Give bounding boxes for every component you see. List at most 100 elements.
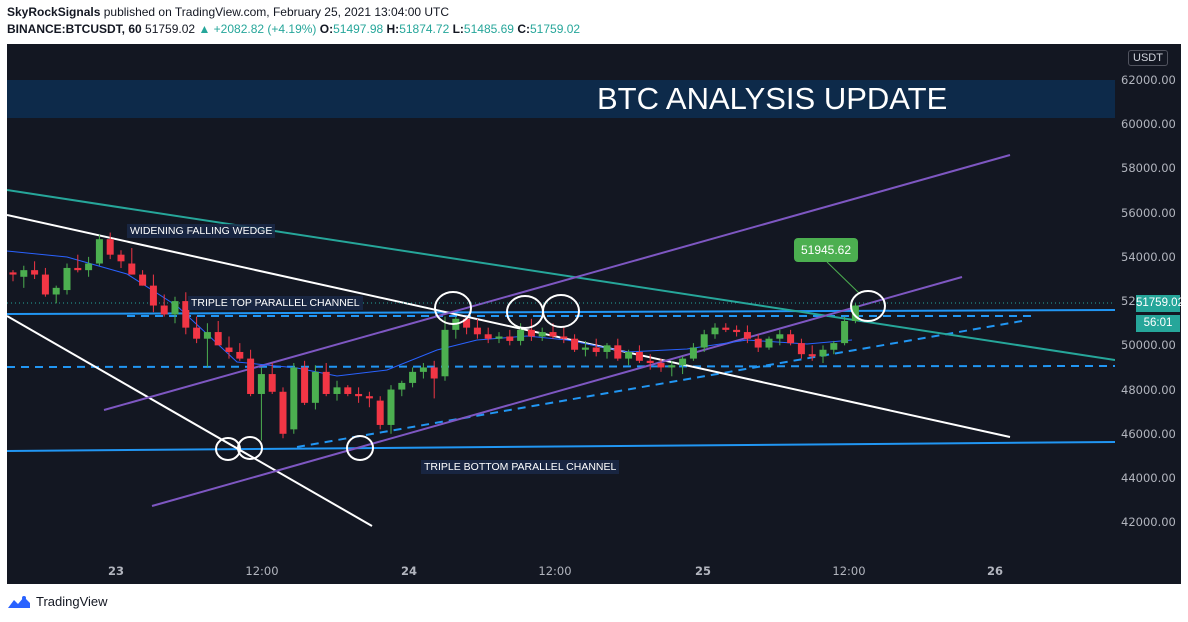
publish-info: SkyRockSignals published on TradingView.… [7,5,449,19]
candle-body [225,347,233,352]
time-tick: 12:00 [832,564,866,578]
candle-body [20,270,28,277]
time-tick: 25 [694,564,712,578]
candle-body [722,327,730,330]
chart-panel[interactable]: BTC ANALYSIS UPDATE WIDENING FALLING WED… [7,44,1115,556]
brand-name: TradingView [36,594,108,609]
candle-body [322,371,330,394]
wedge-lower-line [7,315,373,527]
candle-body [257,374,265,394]
triple-bottom-label: TRIPLE BOTTOM PARALLEL CHANNEL [421,460,620,474]
right-margin [1181,44,1188,584]
candle-body [581,347,589,350]
candle-body [495,336,503,339]
symbol-name: BINANCE:BTCUSDT, 60 [7,22,142,36]
triple-top-line [7,309,1115,315]
candle-body [592,347,600,352]
candle-body [41,274,49,295]
candle-body [139,274,147,286]
candle-body [571,338,579,350]
candle-body [182,301,190,328]
candle-body [506,336,514,341]
highlight-circle [215,437,241,461]
candle-body [74,267,82,271]
price-tick: 56000.00 [1121,205,1176,220]
candlestick-series [9,232,859,441]
price-tick: 46000.00 [1121,426,1176,441]
candle-body [203,332,211,339]
time-axis[interactable]: 23 12:00 24 12:00 25 12:00 26 [7,556,1181,584]
candle-body [63,267,71,291]
candle-body [808,354,816,357]
price-chart[interactable] [7,44,1115,556]
close-label: C: [517,22,530,36]
footer-brand[interactable]: TradingView [7,594,108,609]
candle-body [106,239,114,255]
candle-body [733,329,741,333]
time-tick: 12:00 [538,564,572,578]
candle-body [646,360,654,364]
published-text: published on TradingView.com, February 2… [103,5,450,19]
candle-body [430,367,438,379]
low-label: L: [452,22,464,36]
current-price-label: 51759.02 [1136,295,1184,312]
high-value: 51874.72 [399,22,450,36]
candle-body [625,351,633,359]
candle-body [355,393,363,397]
candle-body [635,351,643,361]
dashed-mid-line [7,365,1115,368]
dashed-rising-line [296,320,1023,448]
candle-body [247,358,255,394]
candle-body [614,345,622,359]
low-value: 51485.69 [463,22,514,36]
high-label: H: [386,22,400,36]
candle-body [290,367,298,430]
candle-body [171,301,179,315]
candle-body [560,336,568,339]
highlight-circle [850,290,886,322]
candle-body [31,270,39,275]
purple-upper-line [103,154,1011,411]
candle-body [603,345,611,352]
purple-lower-line [151,276,963,507]
candle-body [463,318,471,328]
candle-body [668,365,676,368]
price-tick: 44000.00 [1121,471,1176,485]
wedge-upper-line [7,189,1115,361]
symbol-info: BINANCE:BTCUSDT, 60 51759.02 ▲ +2082.82 … [7,22,580,36]
highlight-circle [237,436,263,460]
candle-body [743,332,751,339]
candle-body [441,329,449,377]
triple-bottom-line [7,441,1115,452]
candle-body [549,332,557,337]
candle-body [711,327,719,335]
candle-body [95,239,103,264]
candle-body [473,327,481,335]
candle-body [387,389,395,425]
candle-body [333,387,341,394]
candle-body [214,332,222,346]
up-arrow-icon: ▲ [198,22,211,36]
currency-button[interactable]: USDT [1128,50,1168,66]
candle-body [419,367,427,372]
candle-body [344,387,352,394]
time-tick: 24 [400,564,418,578]
callout-pointer [826,261,861,295]
candle-body [149,285,157,306]
price-tick: 58000.00 [1121,161,1176,176]
candle-body [128,263,136,275]
highlight-circle [542,294,580,328]
candle-body [376,400,384,425]
candle-body [819,349,827,357]
candle-body [409,371,417,383]
marker-circles [215,290,886,461]
author-name[interactable]: SkyRockSignals [7,5,101,19]
candle-body [398,382,406,390]
trendline-overlay [7,154,1115,527]
candle-body [679,358,687,366]
candle-body [851,305,859,322]
time-tick: 12:00 [245,564,279,578]
triple-top-label: TRIPLE TOP PARALLEL CHANNEL [188,296,363,310]
close-value: 51759.02 [530,22,581,36]
candle-body [279,391,287,434]
